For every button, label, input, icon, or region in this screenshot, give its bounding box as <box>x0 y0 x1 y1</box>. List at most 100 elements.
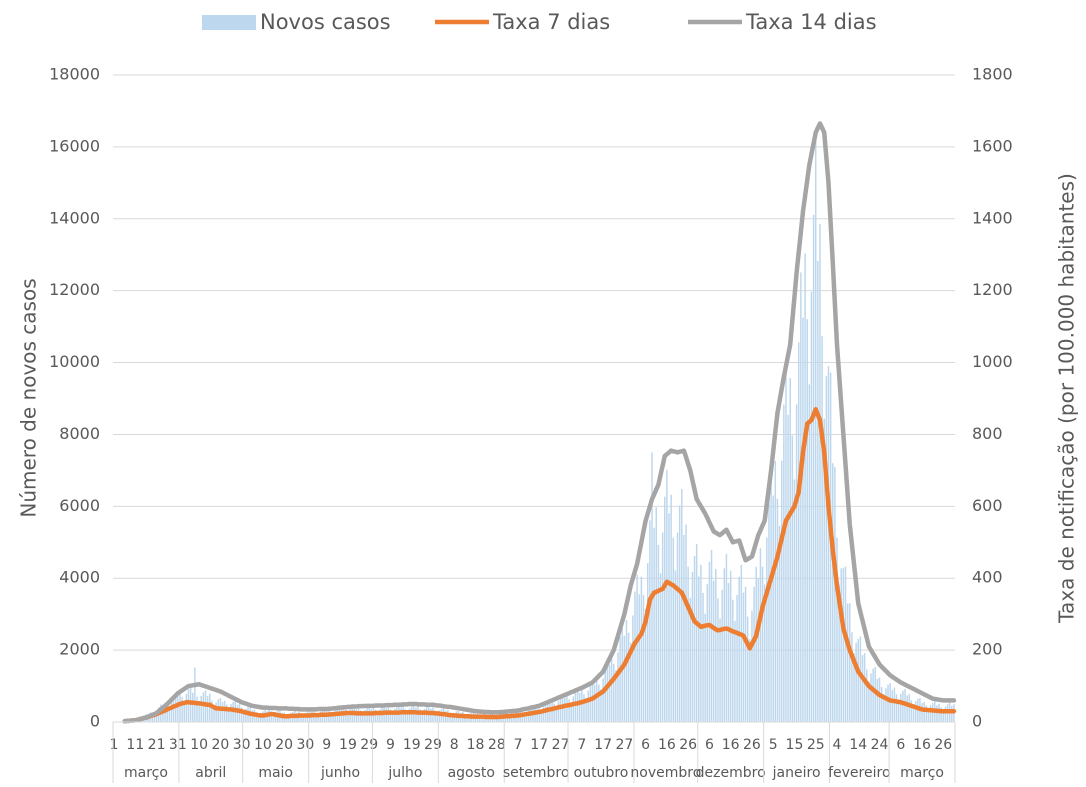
bar <box>841 568 842 722</box>
bar <box>196 697 197 722</box>
x-tick-label: 28 <box>488 737 506 753</box>
y2-tick-label: 400 <box>972 568 1003 587</box>
bar <box>653 528 654 722</box>
bar <box>566 695 567 722</box>
bar <box>881 687 882 722</box>
month-label: fevereiro <box>828 765 890 781</box>
bar <box>415 707 416 722</box>
bar <box>811 292 812 722</box>
x-tick-label: 6 <box>705 737 714 753</box>
x-tick-label: 26 <box>934 737 952 753</box>
x-tick-label: 21 <box>148 737 166 753</box>
bar <box>673 538 674 722</box>
bar <box>677 533 678 722</box>
bar <box>609 665 610 722</box>
bar <box>902 691 903 722</box>
bar <box>945 707 946 722</box>
y-tick-label: 0 <box>90 712 100 731</box>
bar <box>186 694 187 722</box>
bar <box>194 668 195 722</box>
bar <box>732 600 733 722</box>
bar <box>877 679 878 722</box>
line <box>125 409 954 721</box>
bar <box>558 701 559 722</box>
month-label: janeiro <box>772 765 821 781</box>
bar <box>711 550 712 722</box>
x-tick-label: 27 <box>615 737 633 753</box>
bar <box>596 679 597 722</box>
bar <box>738 577 739 722</box>
bar <box>171 702 172 722</box>
x-tick-label: 9 <box>322 737 331 753</box>
bar <box>821 336 822 722</box>
bar <box>834 467 835 722</box>
x-tick-label: 31 <box>169 737 187 753</box>
y2-tick-label: 1200 <box>972 280 1013 299</box>
bar <box>755 567 756 722</box>
y-tick-label: 6000 <box>59 496 100 515</box>
x-tick-label: 30 <box>297 737 315 753</box>
bar <box>621 624 622 722</box>
bar <box>819 224 820 722</box>
bar <box>632 615 633 722</box>
bar <box>794 479 795 722</box>
bar <box>192 693 193 722</box>
bar <box>617 652 618 722</box>
y2-tick-label: 1600 <box>972 136 1013 155</box>
bar <box>951 706 952 722</box>
bar <box>758 578 759 722</box>
bar <box>730 571 731 722</box>
bar <box>849 603 850 722</box>
bar <box>700 565 701 722</box>
bar <box>741 565 742 722</box>
x-tick-label: 26 <box>743 737 761 753</box>
bar <box>721 590 722 722</box>
bar <box>656 507 657 722</box>
line <box>125 124 954 722</box>
bar <box>800 272 801 722</box>
bar <box>628 633 629 722</box>
bar <box>772 496 773 722</box>
bar <box>826 376 827 722</box>
x-tick-label: 18 <box>467 737 485 753</box>
bar <box>743 593 744 722</box>
bar <box>702 593 703 722</box>
y2-tick-label: 1800 <box>972 65 1013 84</box>
y2-tick-label: 600 <box>972 496 1003 515</box>
bar <box>590 685 591 722</box>
bar <box>894 688 895 722</box>
bar <box>726 554 727 722</box>
bar <box>230 704 231 722</box>
bar <box>860 637 861 722</box>
bar <box>207 696 208 722</box>
bar <box>188 689 189 722</box>
bar <box>775 461 776 722</box>
bar <box>704 614 705 722</box>
month-label: novembro <box>630 765 701 781</box>
legend-swatch <box>202 15 256 30</box>
month-label: julho <box>387 765 422 781</box>
x-tick-label: 16 <box>913 737 931 753</box>
bar <box>930 705 931 722</box>
bar <box>707 584 708 722</box>
x-tick-label: 19 <box>403 737 421 753</box>
x-tick-label: 20 <box>275 737 293 753</box>
bar <box>770 463 771 722</box>
y-tick-label: 12000 <box>49 280 100 299</box>
bar <box>222 702 223 722</box>
y-tick-label: 8000 <box>59 424 100 443</box>
x-tick-label: 8 <box>450 737 459 753</box>
x-tick-label: 17 <box>594 737 612 753</box>
bar <box>664 497 665 722</box>
bar <box>713 581 714 722</box>
x-tick-label: 30 <box>233 737 251 753</box>
bar <box>862 655 863 722</box>
bar <box>887 685 888 722</box>
bar <box>179 692 180 722</box>
bar <box>430 709 431 722</box>
bar <box>698 576 699 722</box>
bar <box>573 696 574 722</box>
x-tick-label: 17 <box>530 737 548 753</box>
bar <box>662 533 663 722</box>
